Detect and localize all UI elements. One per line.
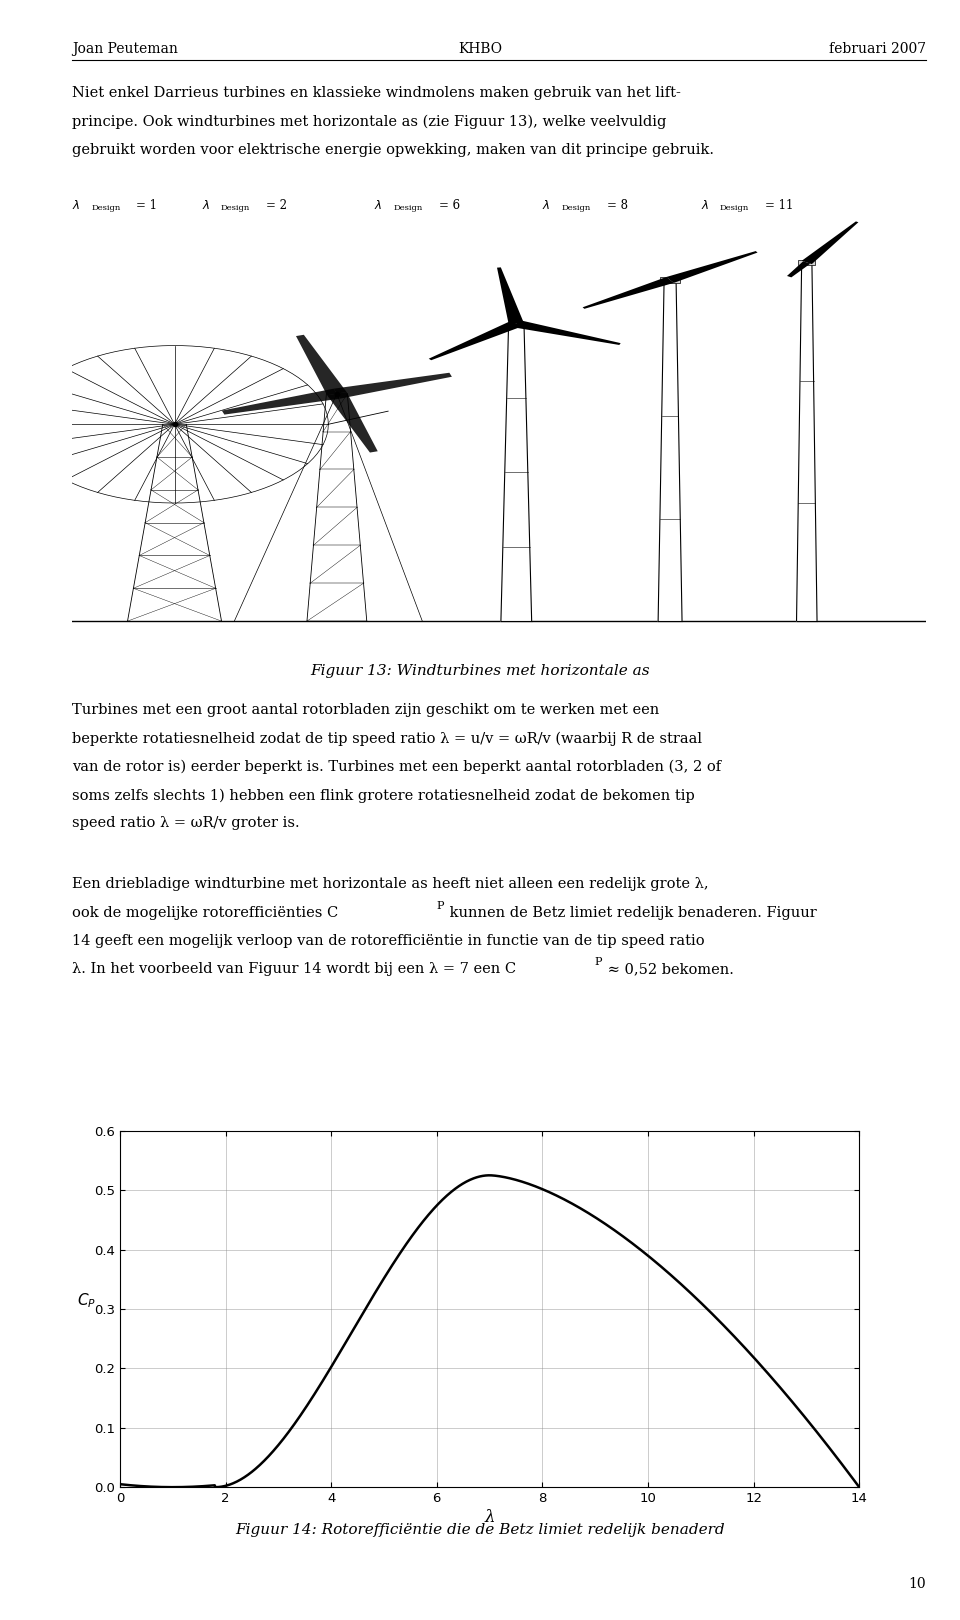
Text: = 2: = 2 <box>266 199 287 212</box>
Text: Design: Design <box>221 204 250 212</box>
Polygon shape <box>296 335 347 395</box>
Polygon shape <box>334 373 452 399</box>
Text: speed ratio λ = ωR/v groter is.: speed ratio λ = ωR/v groter is. <box>72 816 300 831</box>
Polygon shape <box>501 324 532 620</box>
X-axis label: λ: λ <box>485 1510 494 1526</box>
Text: Design: Design <box>91 204 120 212</box>
Text: $\lambda$: $\lambda$ <box>542 199 551 212</box>
Text: $\lambda$: $\lambda$ <box>374 199 383 212</box>
Polygon shape <box>327 392 377 452</box>
Text: = 1: = 1 <box>136 199 157 212</box>
Text: principe. Ook windturbines met horizontale as (zie Figuur 13), welke veelvuldig: principe. Ook windturbines met horizonta… <box>72 113 666 128</box>
Text: KHBO: KHBO <box>458 42 502 57</box>
Text: Niet enkel Darrieus turbines en klassieke windmolens maken gebruik van het lift-: Niet enkel Darrieus turbines en klassiek… <box>72 86 681 100</box>
Text: ook de mogelijke rotorefficiënties C: ook de mogelijke rotorefficiënties C <box>72 906 338 920</box>
Polygon shape <box>797 262 817 620</box>
Polygon shape <box>666 251 757 284</box>
Text: Design: Design <box>562 204 590 212</box>
Text: Een driebladige windturbine met horizontale as heeft niet alleen een redelijk gr: Een driebladige windturbine met horizont… <box>72 878 708 891</box>
Bar <box>799 261 815 264</box>
Text: $\lambda$: $\lambda$ <box>72 199 81 212</box>
Text: = 11: = 11 <box>765 199 794 212</box>
Text: Joan Peuteman: Joan Peuteman <box>72 42 178 57</box>
Polygon shape <box>222 389 340 415</box>
Bar <box>660 277 681 282</box>
Polygon shape <box>659 280 682 620</box>
Polygon shape <box>787 261 810 277</box>
Polygon shape <box>802 222 858 264</box>
Text: Figuur 14: Rotorefficiëntie die de Betz limiet redelijk benaderd: Figuur 14: Rotorefficiëntie die de Betz … <box>235 1523 725 1537</box>
Text: ≈ 0,52 bekomen.: ≈ 0,52 bekomen. <box>603 962 733 977</box>
Text: $\lambda$: $\lambda$ <box>701 199 709 212</box>
Bar <box>510 321 522 326</box>
Polygon shape <box>514 321 621 345</box>
Text: Turbines met een groot aantal rotorbladen zijn geschikt om te werken met een: Turbines met een groot aantal rotorblade… <box>72 703 660 718</box>
Polygon shape <box>583 277 674 309</box>
Text: = 8: = 8 <box>607 199 628 212</box>
Text: beperkte rotatiesnelheid zodat de tip speed ratio λ = u/v = ωR/v (waarbij R de s: beperkte rotatiesnelheid zodat de tip sp… <box>72 732 702 745</box>
Text: P: P <box>437 901 444 910</box>
Text: 14 geeft een mogelijk verloop van de rotorefficiëntie in functie van de tip spee: 14 geeft een mogelijk verloop van de rot… <box>72 935 705 948</box>
Text: $\lambda$: $\lambda$ <box>202 199 210 212</box>
Text: februari 2007: februari 2007 <box>829 42 926 57</box>
Polygon shape <box>497 267 524 324</box>
Text: Figuur 13: Windturbines met horizontale as: Figuur 13: Windturbines met horizontale … <box>310 664 650 679</box>
Polygon shape <box>429 321 521 360</box>
Text: kunnen de Betz limiet redelijk benaderen. Figuur: kunnen de Betz limiet redelijk benaderen… <box>445 906 817 920</box>
Text: soms zelfs slechts 1) hebben een flink grotere rotatiesnelheid zodat de bekomen : soms zelfs slechts 1) hebben een flink g… <box>72 789 695 802</box>
Text: = 6: = 6 <box>439 199 460 212</box>
Text: λ. In het voorbeeld van Figuur 14 wordt bij een λ = 7 een C: λ. In het voorbeeld van Figuur 14 wordt … <box>72 962 516 977</box>
Text: Design: Design <box>394 204 422 212</box>
Text: gebruikt worden voor elektrische energie opwekking, maken van dit principe gebru: gebruikt worden voor elektrische energie… <box>72 143 714 157</box>
Text: van de rotor is) eerder beperkt is. Turbines met een beperkt aantal rotorbladen : van de rotor is) eerder beperkt is. Turb… <box>72 760 721 774</box>
Text: $C_P$: $C_P$ <box>77 1291 96 1311</box>
Text: Design: Design <box>720 204 749 212</box>
Text: P: P <box>594 957 602 967</box>
Text: 10: 10 <box>909 1576 926 1591</box>
